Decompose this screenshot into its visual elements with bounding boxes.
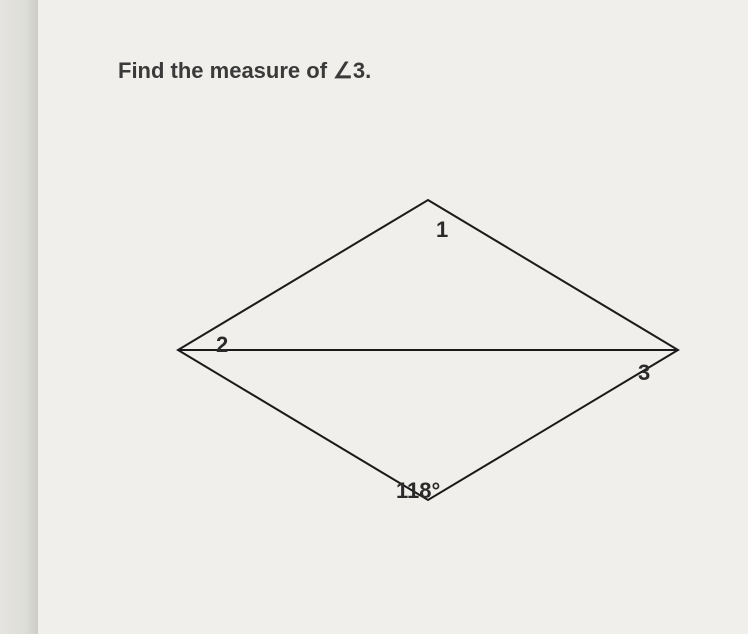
question-prompt: Find the measure of ∠3. xyxy=(118,58,371,84)
bottom-angle-label: 118° xyxy=(396,478,440,504)
prompt-suffix: . xyxy=(365,58,371,83)
prompt-prefix: Find the measure of xyxy=(118,58,333,83)
angle-symbol: ∠ xyxy=(333,58,353,83)
angle-2-label: 2 xyxy=(216,332,228,358)
angle-3-label: 3 xyxy=(638,360,650,386)
content-area: Find the measure of ∠3. 1 2 3 118° xyxy=(38,0,748,634)
angle-1-label: 1 xyxy=(436,217,448,243)
page-margin xyxy=(0,0,38,634)
geometry-diagram: 1 2 3 118° xyxy=(138,180,698,560)
angle-number: 3 xyxy=(353,58,365,83)
